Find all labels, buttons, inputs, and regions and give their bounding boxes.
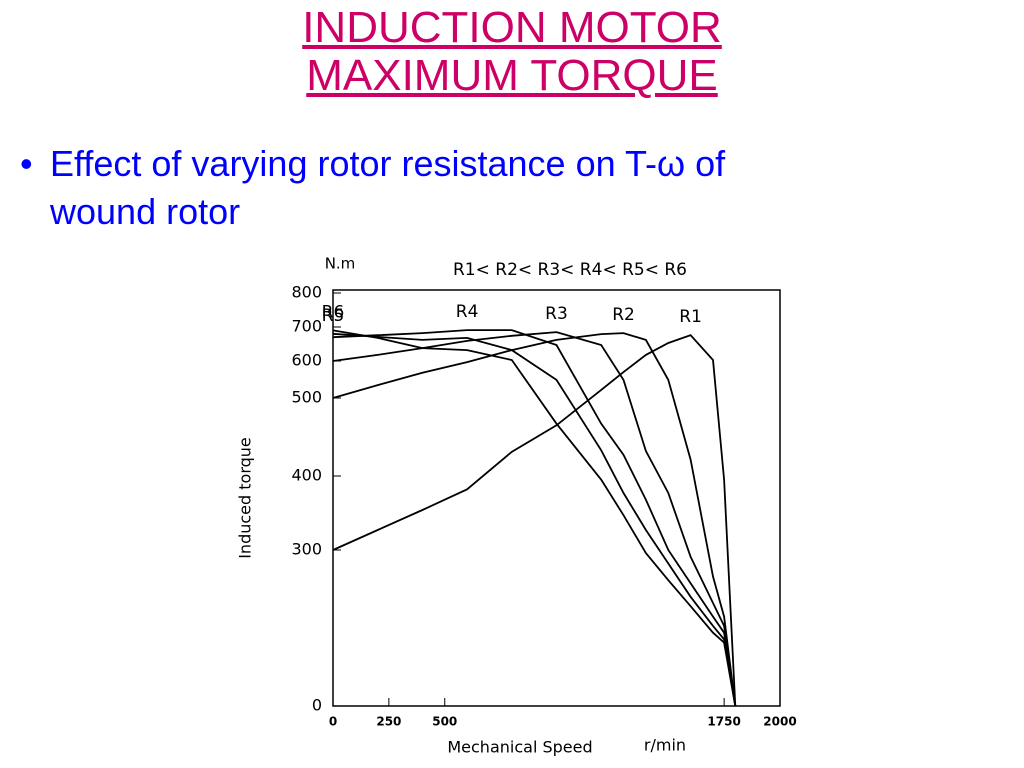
plot-frame xyxy=(332,289,781,707)
curve-label: R1 xyxy=(679,307,702,327)
bullet-dot: • xyxy=(20,143,33,184)
slide-title: INDUCTION MOTOR MAXIMUM TORQUE xyxy=(0,4,1024,100)
x-tick-label: 250 xyxy=(376,715,401,729)
x-tick-label: 1750 xyxy=(707,715,740,729)
torque-curve xyxy=(332,332,737,707)
chart-background xyxy=(232,252,792,768)
x-axis-label: Mechanical Speed xyxy=(447,738,592,757)
y-tick-label: 700 xyxy=(291,317,322,336)
torque-curve xyxy=(332,332,737,707)
y-tick-label: 600 xyxy=(291,351,322,370)
y-tick-label: 300 xyxy=(291,540,322,559)
y-tick-label: 800 xyxy=(291,283,322,302)
torque-curve xyxy=(332,329,737,707)
curve-label: R6 xyxy=(322,302,345,322)
y-unit: N.m xyxy=(325,255,356,273)
x-tick-label: 500 xyxy=(432,715,457,729)
curve-label: R4 xyxy=(456,302,479,322)
x-unit: r/min xyxy=(644,736,686,755)
x-tick-label: 0 xyxy=(329,715,337,729)
y-tick-label: 500 xyxy=(291,388,322,407)
torque-curve xyxy=(332,329,737,707)
bullet-line: Effect of varying rotor resistance on T-… xyxy=(50,143,726,184)
curve-label: R5 xyxy=(322,306,345,326)
bullet: • Effect of varying rotor resistance on … xyxy=(20,140,725,236)
y-axis-label: Induced torque xyxy=(236,437,255,559)
title-line: MAXIMUM TORQUE xyxy=(306,51,718,100)
bullet-line: wound rotor xyxy=(50,191,241,232)
curve-label: R3 xyxy=(545,304,568,324)
curve-label: R2 xyxy=(612,305,635,325)
torque-curve xyxy=(332,334,737,707)
title-line: INDUCTION MOTOR xyxy=(302,3,722,52)
x-tick-label: 2000 xyxy=(763,715,796,729)
annotation: R1< R2< R3< R4< R5< R6 xyxy=(453,260,687,280)
torque-curve xyxy=(332,331,737,707)
y-tick-label: 400 xyxy=(291,466,322,485)
y-tick-label: 0 xyxy=(312,696,322,715)
